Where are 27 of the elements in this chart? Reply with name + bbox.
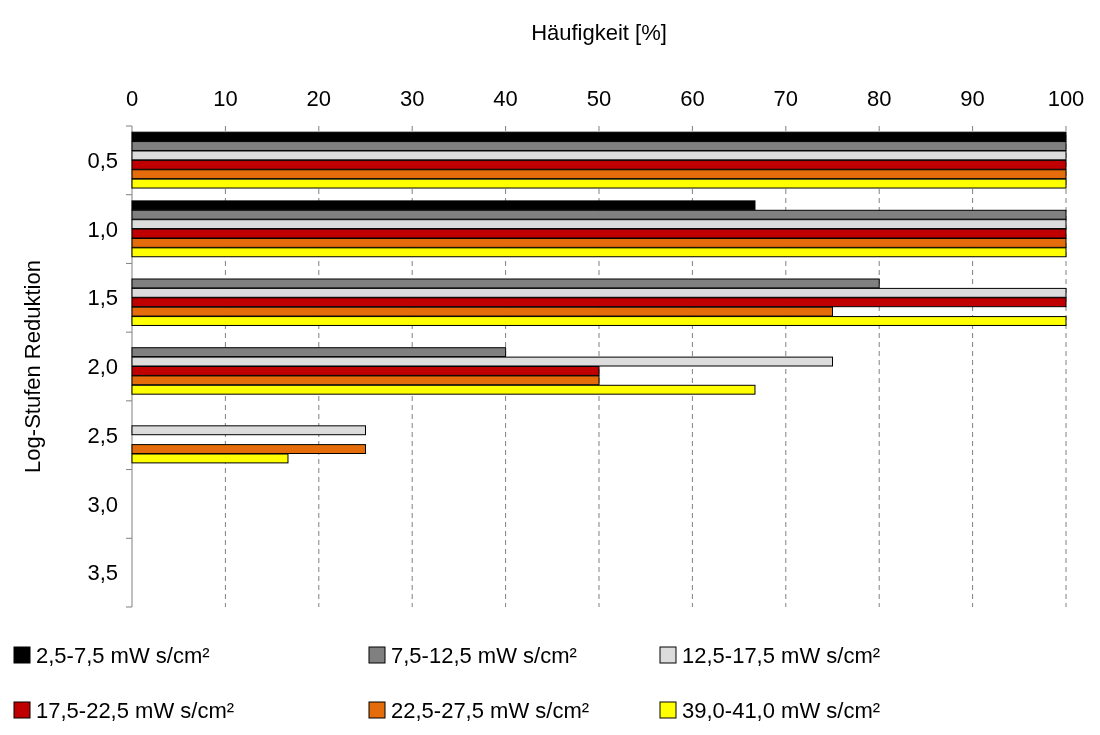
y-tick-label: 1,5 [87, 285, 118, 311]
x-tick-label: 0 [125, 86, 139, 111]
legend-label: 17,5-22,5 mW s/cm² [36, 697, 235, 723]
x-tick-label: 80 [866, 86, 892, 111]
y-tick-label: 2,0 [87, 354, 118, 380]
bar [131, 425, 366, 436]
y-tick-label: 0,5 [87, 148, 118, 174]
legend-label: 22,5-27,5 mW s/cm² [391, 697, 590, 723]
legend-label: 7,5-12,5 mW s/cm² [391, 642, 577, 668]
y-axis-title: Log-Stufen Reduktion [20, 260, 45, 473]
y-tick-label: 3,5 [87, 560, 118, 586]
x-tick-label: 40 [493, 86, 518, 111]
legend-label: 39,0-41,0 mW s/cm² [682, 697, 881, 723]
x-tick-label: 50 [586, 86, 612, 111]
x-tick-label: 60 [680, 86, 705, 111]
legend-label: 12,5-17,5 mW s/cm² [682, 642, 881, 668]
x-axis-title: Häufigkeit [%] [531, 20, 667, 45]
y-tick-label: 1,0 [87, 216, 118, 242]
y-tick-label: 2,5 [87, 422, 118, 448]
legend-label: 2,5-7,5 mW s/cm² [36, 642, 210, 668]
x-tick-label: 20 [306, 86, 332, 111]
x-tick-label: 10 [213, 86, 238, 111]
x-tick-label: 30 [399, 86, 425, 111]
x-tick-label: 70 [773, 86, 799, 111]
x-tick-label: 90 [960, 86, 985, 111]
x-tick-label: 100 [1047, 86, 1085, 111]
y-tick-label: 3,0 [87, 491, 118, 517]
